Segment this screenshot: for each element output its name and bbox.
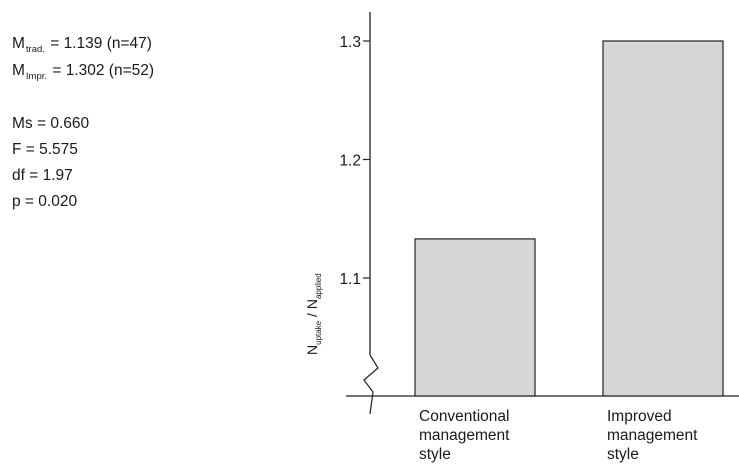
y-tick-label: 1.1 — [339, 271, 361, 288]
y-axis-label: Nuptake / Napplied — [304, 273, 323, 355]
chart-bars — [414, 40, 724, 397]
y-tick-label: 1.2 — [339, 153, 361, 170]
mean-traditional: Mtrad. = 1.139 (n=47) — [12, 35, 152, 55]
f-statistic: F = 5.575 — [12, 141, 78, 158]
x-tick-label: Conventional management style — [419, 408, 510, 463]
chart-x-labels: Conventional management style Improved manag… — [419, 408, 698, 463]
p-value: p = 0.020 — [12, 193, 78, 210]
chart-ticks: 1.1 1.2 1.3 — [339, 34, 370, 288]
bar-improved — [602, 40, 724, 397]
bar-conventional — [414, 238, 536, 397]
y-tick-label: 1.3 — [339, 34, 361, 51]
y-axis-break — [363, 354, 379, 415]
mean-improved: MImpr. = 1.302 (n=52) — [12, 62, 155, 82]
mean-square: Ms = 0.660 — [12, 115, 90, 132]
x-tick-label: Improved management style — [607, 408, 698, 463]
degrees-of-freedom: df = 1.97 — [12, 167, 73, 184]
